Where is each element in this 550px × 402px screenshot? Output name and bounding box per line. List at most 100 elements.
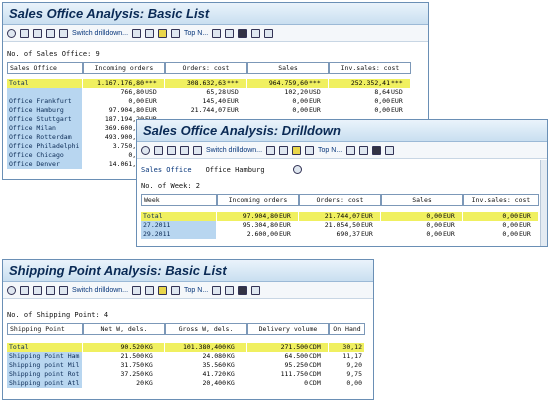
col-header-on-hand[interactable]: On Hand <box>329 323 365 335</box>
table-row[interactable]: Shipping point Atl 20 KG 20,400 KG 0 CDM 0,00 <box>7 379 369 388</box>
cell-ord: 21.744,07 EUR <box>165 106 247 115</box>
cell-net: 20 KG <box>83 379 165 388</box>
zoom-icon[interactable] <box>292 165 302 174</box>
col-header-inv-sales-cost[interactable]: Inv.sales: cost <box>329 62 411 74</box>
subtotal-icon[interactable] <box>171 28 181 38</box>
switch-drilldown-button[interactable]: Switch drilldown... <box>72 286 129 294</box>
total-row[interactable]: Total 1.167.176,80 *** 308.632,63 *** 964.… <box>7 79 424 88</box>
save-icon[interactable] <box>359 145 369 155</box>
record-count: No. of Shipping Point: 4 <box>7 311 109 319</box>
sort-asc-icon[interactable] <box>266 145 276 155</box>
switch-drilldown-button[interactable]: Switch drilldown... <box>206 146 263 154</box>
col-header-sales-office[interactable]: Sales Office <box>7 62 83 74</box>
table-row[interactable]: 29.2011 2.600,00 EUR 690,37 EUR 0,00 EUR 0,00 EU… <box>141 230 543 239</box>
export-icon[interactable] <box>33 28 42 38</box>
cell-sal: 0,00 EUR <box>381 230 463 239</box>
table-row[interactable]: 27.2011 95.304,80 EUR 21.054,50 EUR 0,00 EUR 0,… <box>141 221 543 230</box>
info-icon[interactable] <box>238 285 248 295</box>
chart-icon[interactable] <box>59 285 68 295</box>
row-label: Office Rotterdam <box>7 133 83 142</box>
magnifier-icon[interactable] <box>7 285 16 295</box>
switch-drilldown-button[interactable]: Switch drilldown... <box>72 29 129 37</box>
settings-icon[interactable] <box>346 145 356 155</box>
print-icon[interactable] <box>20 28 29 38</box>
print-icon[interactable] <box>154 145 163 155</box>
table-row[interactable]: 766,80 USD 65,28 USD 102,20 USD 8,64 USD <box>7 88 424 97</box>
settings-icon[interactable] <box>212 285 222 295</box>
col-header-shipping-point[interactable]: Shipping Point <box>7 323 83 335</box>
cell-inv: 0,00 EUR <box>329 97 411 106</box>
filter-label[interactable]: Sales Office <box>141 165 192 174</box>
chart-icon[interactable] <box>59 28 68 38</box>
table-row[interactable]: Shipping Point Ham 21.500 KG 24.080 KG 64.500… <box>7 352 369 361</box>
layout-icon[interactable] <box>180 145 189 155</box>
col-header-net-weight[interactable]: Net W, dels. <box>83 323 165 335</box>
top-n-button[interactable]: Top N... <box>318 146 343 154</box>
cell-gross: 24.080 KG <box>165 352 247 361</box>
top-n-button[interactable]: Top N... <box>184 29 209 37</box>
total-row[interactable]: Total 97.904,80 EUR 21.744,07 EUR 0,00 EUR … <box>141 212 543 221</box>
cell-net: 21.500 KG <box>83 352 165 361</box>
row-label: Shipping point Atl <box>7 379 83 388</box>
table-row[interactable]: Office Frankfurt 0,00 EUR 145,40 EUR 0,00 EUR 0… <box>7 97 424 106</box>
row-label <box>7 88 83 97</box>
filter-icon[interactable] <box>292 145 302 155</box>
filter-line: Sales Office Office Hamburg <box>137 163 547 176</box>
cell-sal: 0,00 EUR <box>247 106 329 115</box>
export-icon[interactable] <box>167 145 176 155</box>
cell-oh: 11,17 <box>329 352 365 361</box>
save-icon[interactable] <box>225 285 235 295</box>
sort-asc-icon[interactable] <box>132 285 142 295</box>
table-header: Sales Office Incoming orders Orders: cos… <box>7 62 424 74</box>
col-header-inv-sales-cost[interactable]: Inv.sales: cost <box>463 194 539 206</box>
sort-desc-icon[interactable] <box>279 145 289 155</box>
settings-icon[interactable] <box>212 28 222 38</box>
row-label: Office Hamburg <box>7 106 83 115</box>
col-header-orders-cost[interactable]: Orders: cost <box>299 194 381 206</box>
vertical-scrollbar[interactable] <box>540 160 547 246</box>
col-header-gross-weight[interactable]: Gross W, dels. <box>165 323 247 335</box>
graphic-icon[interactable] <box>251 28 261 38</box>
sort-desc-icon[interactable] <box>145 28 155 38</box>
table-row[interactable]: Shipping point Mil 31.750 KG 35.560 KG 95.250… <box>7 361 369 370</box>
table-row[interactable]: Office Hamburg 97.904,80 EUR 21.744,07 EUR 0,… <box>7 106 424 115</box>
window-title: Sales Office Analysis: Drilldown <box>137 120 547 142</box>
col-header-incoming-orders[interactable]: Incoming orders <box>83 62 165 74</box>
chart-icon[interactable] <box>193 145 202 155</box>
filter-icon[interactable] <box>158 28 168 38</box>
cell-vol: 0 CDM <box>247 379 329 388</box>
layout-icon[interactable] <box>46 28 55 38</box>
cell-inc: 95.304,80 EUR <box>217 221 299 230</box>
col-header-orders-cost[interactable]: Orders: cost <box>165 62 247 74</box>
row-label: Office Frankfurt <box>7 97 83 106</box>
subtotal-icon[interactable] <box>305 145 315 155</box>
col-header-sales[interactable]: Sales <box>247 62 329 74</box>
col-header-incoming-orders[interactable]: Incoming orders <box>217 194 299 206</box>
row-label: 27.2011 <box>141 221 217 230</box>
top-n-button[interactable]: Top N... <box>184 286 209 294</box>
export-icon[interactable] <box>33 285 42 295</box>
filter-icon[interactable] <box>158 285 168 295</box>
cell-gross: 41.720 KG <box>165 370 247 379</box>
save-icon[interactable] <box>225 28 235 38</box>
sort-asc-icon[interactable] <box>132 28 142 38</box>
print-icon[interactable] <box>20 285 29 295</box>
total-row[interactable]: Total 90.520 KG 101.380,400 KG 271.500 CDM … <box>7 343 369 352</box>
col-header-sales[interactable]: Sales <box>381 194 463 206</box>
info-icon[interactable] <box>372 145 382 155</box>
table-row[interactable]: Shipping point Rot 37.250 KG 41.720 KG 111.75… <box>7 370 369 379</box>
sort-desc-icon[interactable] <box>145 285 155 295</box>
graphic-icon[interactable] <box>251 285 261 295</box>
row-label: Shipping point Mil <box>7 361 83 370</box>
col-header-delivery-volume[interactable]: Delivery volume <box>247 323 329 335</box>
graphic-icon[interactable] <box>385 145 395 155</box>
layout-icon[interactable] <box>46 285 55 295</box>
cell-oh: 9,20 <box>329 361 365 370</box>
info-icon[interactable] <box>238 28 248 38</box>
magnifier-icon[interactable] <box>141 145 150 155</box>
magnifier-icon[interactable] <box>7 28 16 38</box>
document-icon[interactable] <box>264 28 274 38</box>
subtotal-icon[interactable] <box>171 285 181 295</box>
col-header-week[interactable]: Week <box>141 194 217 206</box>
cell-inc: 2.600,00 EUR <box>217 230 299 239</box>
